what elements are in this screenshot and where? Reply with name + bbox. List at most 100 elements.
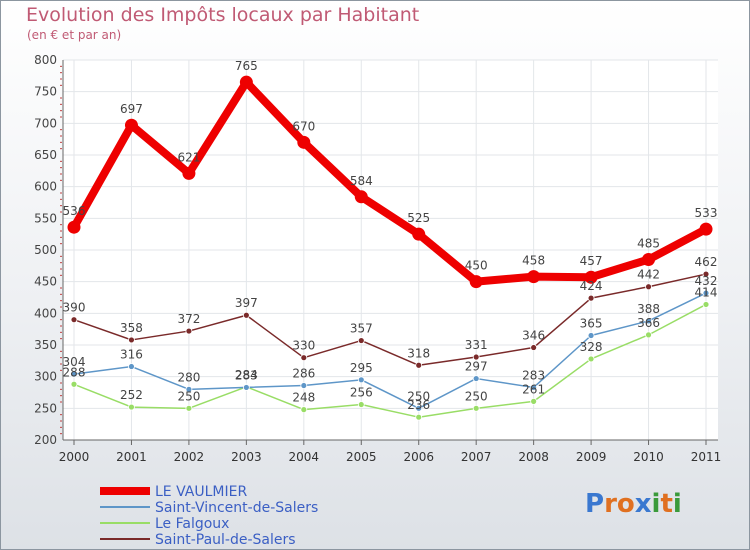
data-point [469, 275, 483, 289]
data-point [702, 270, 710, 278]
data-point [242, 311, 250, 319]
data-point [472, 353, 480, 361]
data-point [70, 316, 78, 324]
data-point [300, 382, 308, 389]
x-tick-label: 2003 [231, 450, 262, 464]
data-point [472, 375, 480, 382]
data-point [702, 289, 710, 297]
y-tick-label: 450 [34, 275, 57, 289]
data-label: 346 [522, 329, 545, 343]
data-point [300, 354, 308, 362]
x-tick-label: 2011 [691, 450, 722, 464]
data-label: 250 [465, 389, 488, 403]
x-tick-label: 2005 [346, 450, 377, 464]
data-label: 318 [407, 346, 430, 360]
data-label: 397 [235, 296, 258, 310]
x-tick-label: 2008 [518, 450, 549, 464]
series-group [67, 75, 713, 421]
data-point [699, 222, 713, 236]
data-point [645, 331, 652, 339]
y-tick-label: 350 [34, 338, 57, 352]
data-label: 388 [637, 302, 660, 316]
grid [63, 59, 718, 441]
y-tick-label: 600 [34, 180, 57, 194]
y-tick-label: 400 [34, 306, 57, 320]
y-tick-label: 650 [34, 148, 57, 162]
data-point [357, 337, 365, 344]
legend-label: Le Falgoux [155, 516, 229, 532]
data-label: 372 [177, 312, 200, 326]
data-point [530, 384, 538, 391]
data-label: 366 [637, 316, 660, 330]
data-label: 283 [522, 368, 545, 382]
data-point [645, 317, 652, 325]
x-tick-label: 2006 [403, 450, 434, 464]
data-point [128, 336, 135, 344]
logo-letter: t [660, 489, 673, 519]
y-tick-label: 200 [34, 433, 57, 447]
chart-title: Evolution des Impôts locaux par Habitant [26, 4, 420, 26]
x-tick-label: 2004 [289, 450, 320, 464]
data-label: 414 [695, 285, 718, 299]
series-line [70, 78, 710, 286]
series-line [73, 303, 707, 418]
data-point [70, 370, 78, 378]
series-line [73, 273, 707, 367]
data-label: 250 [177, 389, 200, 403]
logo-letter: P [585, 489, 605, 519]
data-point [530, 397, 538, 405]
y-tick-label: 800 [34, 53, 57, 67]
data-point [702, 301, 710, 308]
data-label: 288 [63, 365, 86, 379]
data-point [242, 384, 250, 391]
data-point [70, 380, 78, 388]
data-point [128, 363, 135, 370]
data-label: 621 [177, 150, 200, 164]
data-point [587, 332, 595, 339]
logo-letter: r [604, 489, 617, 519]
proxiti-logo: Proxiti [585, 489, 682, 519]
data-point [357, 376, 365, 384]
logo-letter: x [634, 489, 652, 519]
data-point [354, 190, 368, 204]
chart-subtitle: (en € et par an) [27, 28, 122, 42]
data-labels: 390 358 372 397 330 357 318 331 346 424 442 462 288 2… [63, 59, 718, 412]
legend-label: Saint-Vincent-de-Salers [155, 500, 318, 516]
data-label: 295 [350, 361, 373, 375]
legend-label: Saint-Paul-de-Salers [155, 532, 296, 548]
data-label: 283 [235, 368, 258, 382]
x-tick-label: 2001 [116, 450, 147, 464]
x-tick-label: 2002 [174, 450, 205, 464]
logo-letter: i [672, 489, 682, 519]
data-label: 365 [580, 317, 603, 331]
data-label: 670 [292, 119, 315, 133]
data-label: 331 [465, 338, 488, 352]
data-point [185, 404, 193, 412]
y-tick-label: 500 [34, 243, 57, 257]
data-label: 304 [63, 355, 86, 369]
data-point [128, 403, 135, 411]
logo-letter: i [651, 489, 661, 519]
data-point [239, 75, 253, 89]
data-label: 458 [522, 254, 545, 268]
data-point [185, 385, 193, 393]
series-line [73, 292, 707, 410]
axes: 200 250 300 350 400 450 500 550 600 650 700 750 800 2… [34, 53, 721, 464]
data-label: 450 [465, 259, 488, 273]
data-label: 280 [177, 370, 200, 384]
data-label: 390 [63, 301, 86, 315]
x-tick-label: 2000 [59, 450, 90, 464]
y-tick-label: 700 [34, 116, 57, 130]
x-tick-label: 2007 [461, 450, 492, 464]
data-label: 328 [580, 340, 603, 354]
logo-letter: o [616, 489, 635, 519]
data-point [415, 361, 423, 369]
data-point [182, 166, 196, 180]
data-point [412, 227, 426, 241]
data-label: 284 [235, 368, 258, 382]
data-label: 236 [407, 398, 430, 412]
data-label: 536 [63, 204, 86, 218]
legend-label: LE VAULMIER [155, 484, 247, 500]
